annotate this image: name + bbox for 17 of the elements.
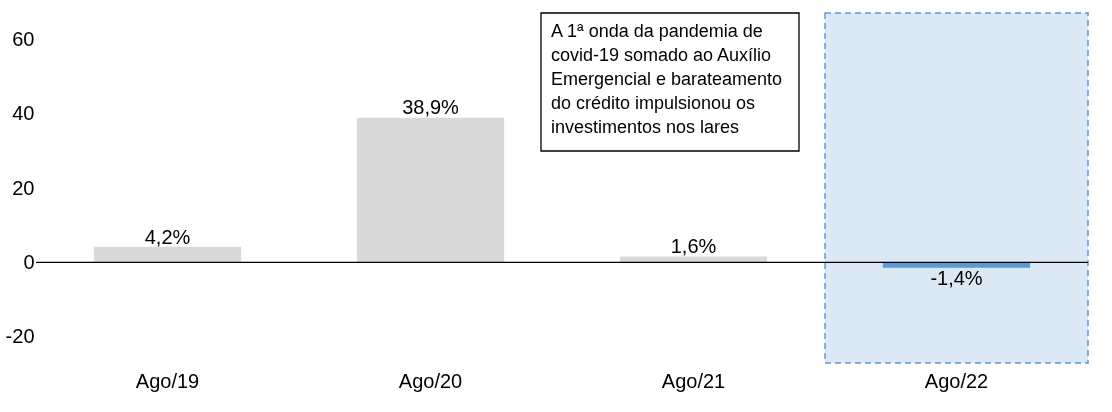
y-tick-label: 40: [12, 102, 35, 125]
x-tick-label: Ago/22: [924, 369, 989, 392]
y-tick-label: 20: [12, 176, 35, 199]
x-tick-label: Ago/21: [661, 369, 726, 392]
data-label: 4,2%: [144, 225, 191, 248]
data-label: 1,6%: [670, 235, 717, 258]
x-tick-label: Ago/20: [398, 369, 463, 392]
annotation: A 1ª onda da pandemia de covid-19 somado ao Auxílio Emergencial e barateamento do crédito impulsionou os investimentos nos lares: [551, 21, 783, 137]
bar: [93, 246, 242, 263]
bar: [356, 117, 505, 263]
y-tick-label: 0: [23, 250, 35, 273]
x-tick-label: Ago/19: [135, 369, 200, 392]
data-label: -1,4%: [930, 266, 983, 289]
y-tick-label: 60: [12, 27, 35, 50]
y-tick-label: -20: [5, 325, 35, 348]
bar: [882, 262, 1031, 268]
data-label: 38,9%: [402, 96, 460, 119]
